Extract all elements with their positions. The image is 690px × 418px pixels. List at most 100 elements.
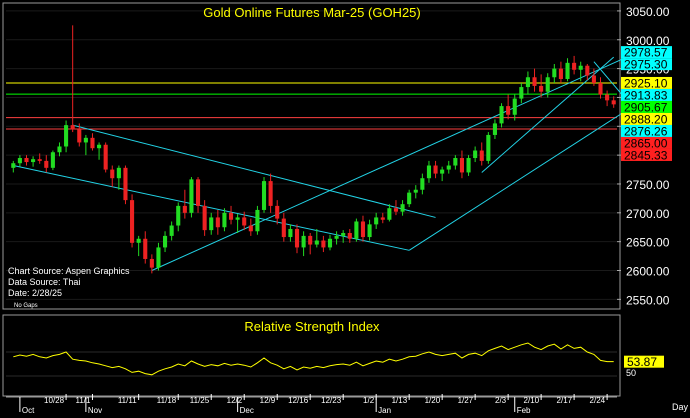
- x-tick-label: 1/13: [392, 396, 408, 405]
- candle-body: [281, 218, 286, 238]
- candle-body: [367, 224, 372, 238]
- candle-body: [222, 212, 227, 228]
- info-date: Date: 2/28/25: [8, 288, 62, 298]
- candle-body: [393, 208, 399, 212]
- x-tick-label: 12/23: [321, 396, 342, 405]
- candle-body: [255, 209, 260, 232]
- price-label: 2888.20: [624, 112, 668, 126]
- candle-body: [433, 165, 438, 174]
- candle-body: [558, 68, 563, 79]
- down-channel-upper: [72, 124, 436, 218]
- up-channel-lower: [408, 109, 628, 251]
- info-chart-source: Chart Source: Aspen Graphics: [8, 266, 130, 276]
- price-tick-label: 2600.00: [626, 265, 670, 279]
- candle-body: [426, 165, 432, 179]
- candle-body: [347, 233, 352, 239]
- candle-body: [83, 137, 88, 143]
- candle-body: [268, 181, 273, 206]
- candle-body: [499, 106, 504, 124]
- rsi-value-box: [624, 355, 664, 368]
- price-panel-frame: [2, 2, 621, 310]
- price-tick-label: 3000.00: [626, 34, 670, 48]
- rsi-value-label: 53.87: [627, 355, 657, 369]
- rsi-tick-label: 50: [626, 368, 636, 378]
- x-tick-label: 11/1: [75, 396, 91, 405]
- candle-body: [354, 221, 359, 239]
- candle-body: [598, 83, 603, 95]
- x-tick-label: 1/2: [363, 396, 375, 405]
- x-tick-label: 12/9: [260, 396, 276, 405]
- rsi-title: Relative Strength Index: [244, 319, 380, 334]
- info-data-source: Data Source: Thai: [8, 277, 80, 287]
- candle-body: [611, 100, 616, 105]
- candle-body: [565, 62, 570, 79]
- candle-body: [466, 158, 471, 173]
- candle-body: [407, 192, 412, 205]
- candle-body: [413, 189, 418, 193]
- x-tick-label: 2/3: [495, 396, 507, 405]
- x-tick-label: 12/2: [227, 396, 243, 405]
- x-tick-label: 1/27: [458, 396, 474, 405]
- candle-body: [176, 205, 181, 226]
- candle-body: [585, 65, 590, 76]
- rsi-series-line: [13, 342, 614, 376]
- candle-body: [195, 179, 201, 206]
- candle-body: [31, 159, 36, 163]
- candle-body: [123, 167, 128, 201]
- price-label: 2845.33: [624, 148, 668, 162]
- x-axis-name: Day: [672, 402, 689, 412]
- candle-body: [130, 200, 135, 243]
- candle-body: [156, 247, 161, 268]
- price-label-box: [621, 100, 672, 113]
- price-label: 2913.83: [624, 88, 668, 102]
- candle-body: [90, 137, 95, 149]
- candle-body: [169, 225, 174, 236]
- x-tick-label: 2/24: [590, 396, 606, 405]
- candle-body: [261, 181, 267, 210]
- rsi-level-lines: [6, 351, 617, 377]
- price-tick-label: 2550.00: [626, 293, 670, 307]
- x-tick-label: 11/18: [157, 396, 177, 405]
- candle-body: [248, 225, 253, 232]
- candle-body: [374, 217, 379, 225]
- month-label: Nov: [88, 406, 102, 415]
- candle-body: [539, 85, 544, 92]
- price-label-box: [621, 112, 672, 125]
- price-tick-label: 2750.00: [626, 178, 670, 192]
- price-label-box: [621, 148, 672, 161]
- candle-body: [202, 205, 207, 231]
- candle-body: [506, 106, 511, 115]
- candle-body: [486, 134, 491, 161]
- candle-body: [380, 217, 385, 220]
- candle-body: [314, 240, 319, 245]
- candle-body: [11, 163, 16, 168]
- candle-body: [545, 77, 550, 92]
- candle-body: [400, 204, 405, 212]
- x-tick-label: 12/16: [288, 396, 309, 405]
- candle-body: [97, 144, 102, 149]
- price-tick-label: 2700.00: [626, 207, 670, 221]
- price-tick-label: 3050.00: [626, 5, 670, 19]
- candle-body: [182, 205, 187, 213]
- month-label: Oct: [22, 406, 35, 415]
- month-label: Dec: [240, 406, 254, 415]
- chart-title: Gold Online Futures Mar-25 (GOH25): [203, 5, 420, 20]
- price-label-box: [621, 46, 672, 59]
- candle-body: [446, 165, 451, 170]
- candle-body: [479, 150, 484, 161]
- candle-body: [473, 150, 478, 159]
- rsi-panel-frame: [2, 314, 621, 397]
- price-label: 2905.67: [624, 100, 668, 114]
- x-tick-label: 2/17: [557, 396, 573, 405]
- candle-body: [189, 179, 194, 213]
- candle-body: [17, 158, 22, 164]
- candle-body: [235, 217, 240, 220]
- price-label: 2975.30: [624, 58, 668, 72]
- candle-body: [294, 228, 300, 248]
- candle-body: [532, 77, 537, 86]
- candle-body: [50, 152, 55, 168]
- date-axis: 10/28 11/1 11/11 11/18 11/25 12/2 12/9 12/16 12/…: [6, 394, 617, 415]
